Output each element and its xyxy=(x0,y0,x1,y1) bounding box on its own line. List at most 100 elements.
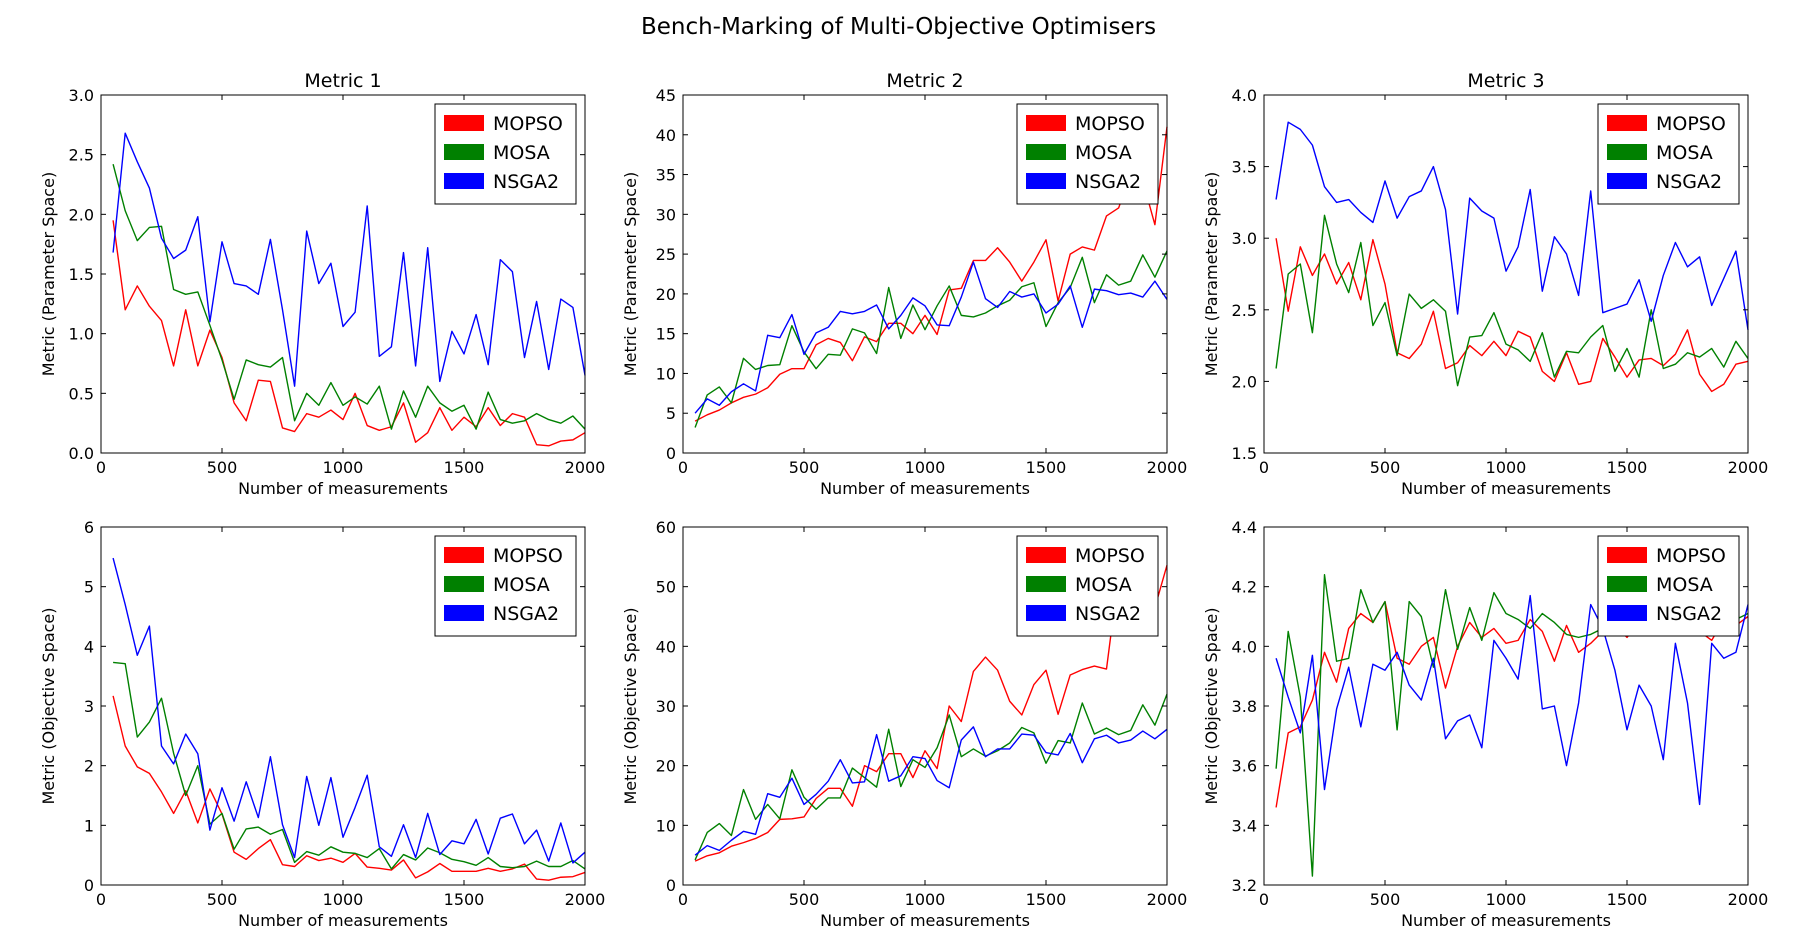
y-tick-label: 5 xyxy=(666,404,676,423)
subplot-3: 0 500 1000 1500 2000 1.5 2.0 2.5 3.0 3.5 4.0 Metric… xyxy=(1202,70,1768,498)
x-tick-label: 2000 xyxy=(1728,458,1769,477)
y-tick-label: 6 xyxy=(84,518,94,537)
y-tick-label: 3.6 xyxy=(1232,757,1257,776)
legend-swatch-nsga2 xyxy=(444,173,484,189)
legend-swatch-mopso xyxy=(444,547,484,563)
x-tick-label: 1000 xyxy=(1486,458,1527,477)
legend-label-mosa: MOSA xyxy=(1656,142,1713,164)
legend-label-mosa: MOSA xyxy=(1075,142,1132,164)
x-tick-label: 500 xyxy=(789,458,820,477)
y-tick-label: 20 xyxy=(656,285,676,304)
y-tick-label: 4.0 xyxy=(1232,86,1257,105)
legend-label-mosa: MOSA xyxy=(493,142,550,164)
series-line-nsga2 xyxy=(694,726,1168,856)
legend-label-nsga2: NSGA2 xyxy=(1656,603,1722,625)
legend-label-mopso: MOPSO xyxy=(1656,545,1726,567)
y-tick-label: 1.0 xyxy=(69,325,94,344)
y-tick-label: 2 xyxy=(84,757,94,776)
legend-label-mopso: MOPSO xyxy=(1075,545,1145,567)
legend-label-nsga2: NSGA2 xyxy=(493,171,559,193)
subplot-2: 0 500 1000 1500 2000 0 5 10 15 20 25 30 35 40 45 Metric… xyxy=(621,70,1187,498)
legend: MOPSO MOSA NSGA2 xyxy=(1597,103,1740,205)
x-tick-label: 1000 xyxy=(905,890,946,909)
legend: MOPSO MOSA NSGA2 xyxy=(1597,535,1740,637)
y-tick-label: 50 xyxy=(656,578,676,597)
y-tick-label: 3.0 xyxy=(1232,229,1257,248)
series-line-nsga2 xyxy=(112,557,586,864)
legend-swatch-nsga2 xyxy=(1026,173,1066,189)
legend-label-mopso: MOPSO xyxy=(493,545,563,567)
series-line-mopso xyxy=(694,126,1168,422)
x-tick-label: 1500 xyxy=(1607,458,1648,477)
legend-swatch-nsga2 xyxy=(444,605,484,621)
y-tick-label: 4.0 xyxy=(1232,637,1257,656)
y-tick-label: 3 xyxy=(84,697,94,716)
y-tick-label: 3.2 xyxy=(1232,876,1257,895)
subplot-title: Metric 1 xyxy=(304,70,381,92)
legend-label-mosa: MOSA xyxy=(1075,574,1132,596)
y-tick-label: 2.0 xyxy=(1232,372,1257,391)
x-axis-label: Number of measurements xyxy=(820,911,1030,930)
y-tick-label: 3.0 xyxy=(69,86,94,105)
x-axis-label: Number of measurements xyxy=(820,479,1030,498)
y-tick-label: 5 xyxy=(84,578,94,597)
legend-label-mopso: MOPSO xyxy=(1656,113,1726,135)
subplot-1: 0 500 1000 1500 2000 0.0 0.5 1.0 1.5 2.0 2.5 3.0 Met… xyxy=(39,70,605,498)
series-line-mopso xyxy=(1275,238,1749,393)
x-tick-label: 1500 xyxy=(444,458,485,477)
y-tick-label: 0 xyxy=(666,876,676,895)
y-tick-label: 10 xyxy=(656,364,676,383)
y-tick-label: 1 xyxy=(84,816,94,835)
legend-label-mopso: MOPSO xyxy=(493,113,563,135)
legend-label-mosa: MOSA xyxy=(1656,574,1713,596)
legend-swatch-mopso xyxy=(1026,115,1066,131)
y-axis-label: Metric (Parameter Space) xyxy=(1202,172,1221,376)
series-line-mosa xyxy=(112,164,586,430)
x-tick-label: 1500 xyxy=(1607,890,1648,909)
x-tick-label: 500 xyxy=(207,458,238,477)
figure-title: Bench-Marking of Multi-Objective Optimis… xyxy=(640,14,1157,40)
x-tick-label: 0 xyxy=(1259,890,1269,909)
legend-label-nsga2: NSGA2 xyxy=(493,603,559,625)
x-tick-label: 500 xyxy=(1370,890,1401,909)
legend-label-nsga2: NSGA2 xyxy=(1075,171,1141,193)
subplot-4: 0 500 1000 1500 2000 0 1 2 3 4 5 6 Number of measure… xyxy=(39,518,605,930)
x-tick-label: 2000 xyxy=(1147,890,1188,909)
legend-swatch-mosa xyxy=(444,144,484,160)
legend-label-mosa: MOSA xyxy=(493,574,550,596)
y-axis-label: Metric (Parameter Space) xyxy=(39,172,58,376)
legend-swatch-mopso xyxy=(444,115,484,131)
x-tick-label: 2000 xyxy=(1147,458,1188,477)
y-tick-label: 10 xyxy=(656,816,676,835)
y-tick-label: 3.4 xyxy=(1232,816,1257,835)
y-tick-label: 40 xyxy=(656,126,676,145)
legend-label-nsga2: NSGA2 xyxy=(1075,603,1141,625)
y-tick-label: 0.5 xyxy=(69,384,94,403)
x-tick-label: 1500 xyxy=(1026,890,1067,909)
y-tick-label: 60 xyxy=(656,518,676,537)
legend-swatch-mopso xyxy=(1607,547,1647,563)
subplot-title: Metric 2 xyxy=(886,70,963,92)
series-line-nsga2 xyxy=(1275,594,1749,806)
x-tick-label: 2000 xyxy=(1728,890,1769,909)
x-tick-label: 0 xyxy=(1259,458,1269,477)
y-tick-label: 40 xyxy=(656,637,676,656)
x-tick-label: 0 xyxy=(96,890,106,909)
x-axis-label: Number of measurements xyxy=(238,479,448,498)
x-tick-label: 2000 xyxy=(565,890,606,909)
y-tick-label: 15 xyxy=(656,325,676,344)
y-tick-label: 3.5 xyxy=(1232,158,1257,177)
subplot-6: 0 500 1000 1500 2000 3.2 3.4 3.6 3.8 4.0 4.2 4.4 Num… xyxy=(1202,518,1768,930)
subplot-title: Metric 3 xyxy=(1467,70,1544,92)
x-tick-label: 0 xyxy=(96,458,106,477)
legend-swatch-nsga2 xyxy=(1607,605,1647,621)
series-line-mosa xyxy=(113,661,586,870)
legend-label-mopso: MOPSO xyxy=(1075,113,1145,135)
y-tick-label: 4 xyxy=(84,637,94,656)
x-tick-label: 1500 xyxy=(444,890,485,909)
x-tick-label: 1500 xyxy=(1026,458,1067,477)
y-tick-label: 20 xyxy=(656,757,676,776)
series-line-mopso xyxy=(112,695,586,881)
y-tick-label: 1.5 xyxy=(69,265,94,284)
